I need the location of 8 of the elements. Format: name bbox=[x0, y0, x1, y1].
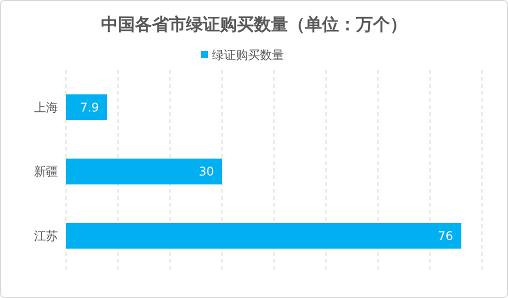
data-label: 7.9 bbox=[80, 100, 100, 114]
chart-title: 中国各省市绿证购买数量（单位：万个） bbox=[101, 15, 407, 35]
y-tick-label: 江苏 bbox=[34, 229, 58, 244]
y-tick-label: 上海 bbox=[34, 100, 58, 114]
data-label: 76 bbox=[438, 229, 454, 244]
legend-label: 绿证购买数量 bbox=[212, 48, 284, 62]
y-tick-label: 新疆 bbox=[34, 164, 58, 179]
data-label: 30 bbox=[198, 164, 214, 179]
